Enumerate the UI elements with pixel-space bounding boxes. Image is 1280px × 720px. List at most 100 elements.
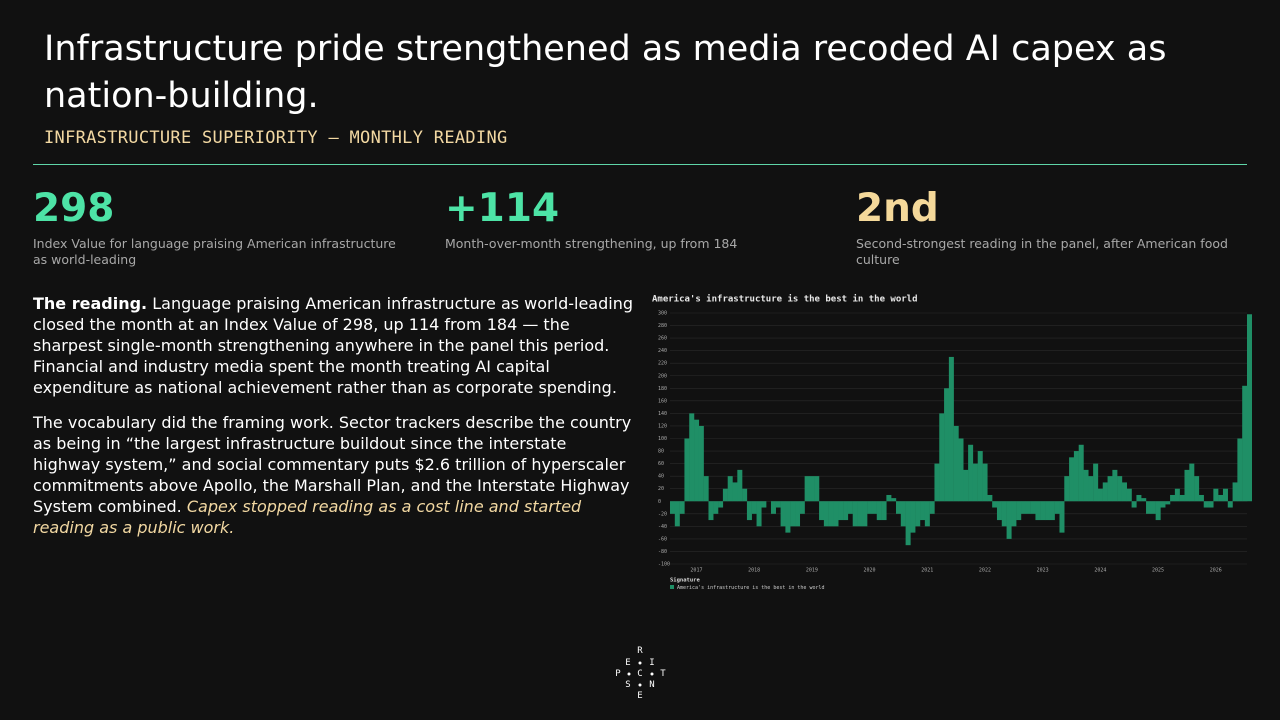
x-tick-label: 2019 (806, 568, 818, 574)
bar (727, 476, 733, 502)
bar (900, 501, 906, 527)
bar (819, 501, 825, 521)
stat-value: 298 (33, 186, 115, 231)
y-tick-label: 300 (658, 311, 667, 317)
text: Language praising American infrastructur… (33, 294, 633, 397)
stat-label: Month-over-month strengthening, up from … (445, 236, 738, 251)
bar (756, 501, 762, 527)
bar (694, 419, 700, 502)
bar (939, 413, 945, 502)
bar (804, 476, 810, 502)
y-tick-label: 100 (658, 436, 667, 442)
bar (1083, 469, 1089, 502)
bar (1040, 501, 1046, 521)
bar (948, 356, 954, 502)
x-tick-label: 2017 (690, 568, 702, 574)
bar (929, 501, 935, 514)
bar (1150, 501, 1156, 514)
bar (1198, 494, 1204, 502)
bar (1160, 501, 1166, 508)
bar (1078, 444, 1084, 502)
bar (862, 501, 868, 527)
bar (780, 501, 786, 527)
bar (833, 501, 839, 527)
bar (996, 501, 1002, 521)
bar (847, 501, 853, 514)
bar (670, 501, 676, 514)
bar (958, 438, 964, 502)
bar (1141, 498, 1147, 502)
bar (775, 501, 781, 508)
bar (1054, 501, 1060, 514)
logo-letter: N (649, 680, 655, 690)
bar (790, 501, 796, 527)
bar (1247, 314, 1252, 502)
title: Infrastructure pride strengthened as med… (44, 29, 1167, 116)
y-tick-label: -20 (658, 511, 667, 517)
bar (963, 469, 969, 502)
bar (968, 444, 974, 502)
x-tick-label: 2020 (864, 568, 876, 574)
bar (1136, 494, 1142, 502)
bar (1073, 451, 1079, 502)
y-tick-label: 120 (658, 423, 667, 429)
y-tick-label: 180 (658, 386, 667, 392)
bar (1170, 494, 1176, 502)
bar (1088, 476, 1094, 502)
bar (1030, 501, 1036, 514)
bar (1146, 501, 1152, 514)
stat-label: Second-strongest reading in the panel, a… (856, 236, 1228, 267)
legend-title: Signature (670, 578, 700, 584)
y-tick-label: 220 (658, 361, 667, 367)
logo-letter: S (625, 680, 631, 690)
chart: America's infrastructure is the best in … (652, 294, 1252, 591)
emphasis: Capex stopped reading as a cost line and… (33, 497, 582, 537)
y-tick-label: -80 (658, 549, 667, 555)
bar (1174, 488, 1180, 502)
bar (809, 476, 815, 502)
bar (1179, 494, 1185, 502)
bar (1242, 385, 1248, 502)
bar (992, 501, 998, 508)
divider (33, 164, 1247, 165)
bar (737, 469, 743, 502)
bar (944, 388, 950, 502)
stat: 298 Index Value for language praising Am… (33, 186, 413, 268)
logo-letter: E (637, 691, 643, 701)
bar (1059, 501, 1065, 533)
y-tick-label: 160 (658, 398, 667, 404)
bar (761, 501, 767, 508)
logo-dot (650, 672, 654, 676)
bar (698, 425, 704, 502)
bar (708, 501, 714, 521)
bar (1194, 476, 1200, 502)
bar (1112, 469, 1118, 502)
bar (987, 494, 993, 502)
bar (1006, 501, 1012, 539)
y-tick-label: 40 (658, 474, 664, 480)
bar (795, 501, 801, 527)
y-tick-label: 60 (658, 461, 664, 467)
bar (871, 501, 877, 514)
bar (1155, 501, 1161, 521)
bar (934, 463, 940, 502)
logo-dot (627, 672, 631, 676)
bar (1064, 476, 1070, 502)
bar (876, 501, 882, 521)
legend-swatch (670, 585, 674, 589)
logo-letter: I (649, 658, 655, 668)
y-tick-label: 240 (658, 348, 667, 354)
logo-letter: C (637, 669, 643, 679)
bar (713, 501, 719, 514)
bar (770, 501, 776, 514)
bar (915, 501, 921, 527)
bar (1069, 457, 1075, 502)
bar (1117, 476, 1123, 502)
logo-letter: E (625, 658, 631, 668)
x-tick-label: 2025 (1152, 568, 1164, 574)
bar (1165, 501, 1171, 505)
bar (1237, 438, 1243, 502)
bar (895, 501, 901, 514)
bar (751, 501, 757, 514)
bar (689, 413, 695, 502)
